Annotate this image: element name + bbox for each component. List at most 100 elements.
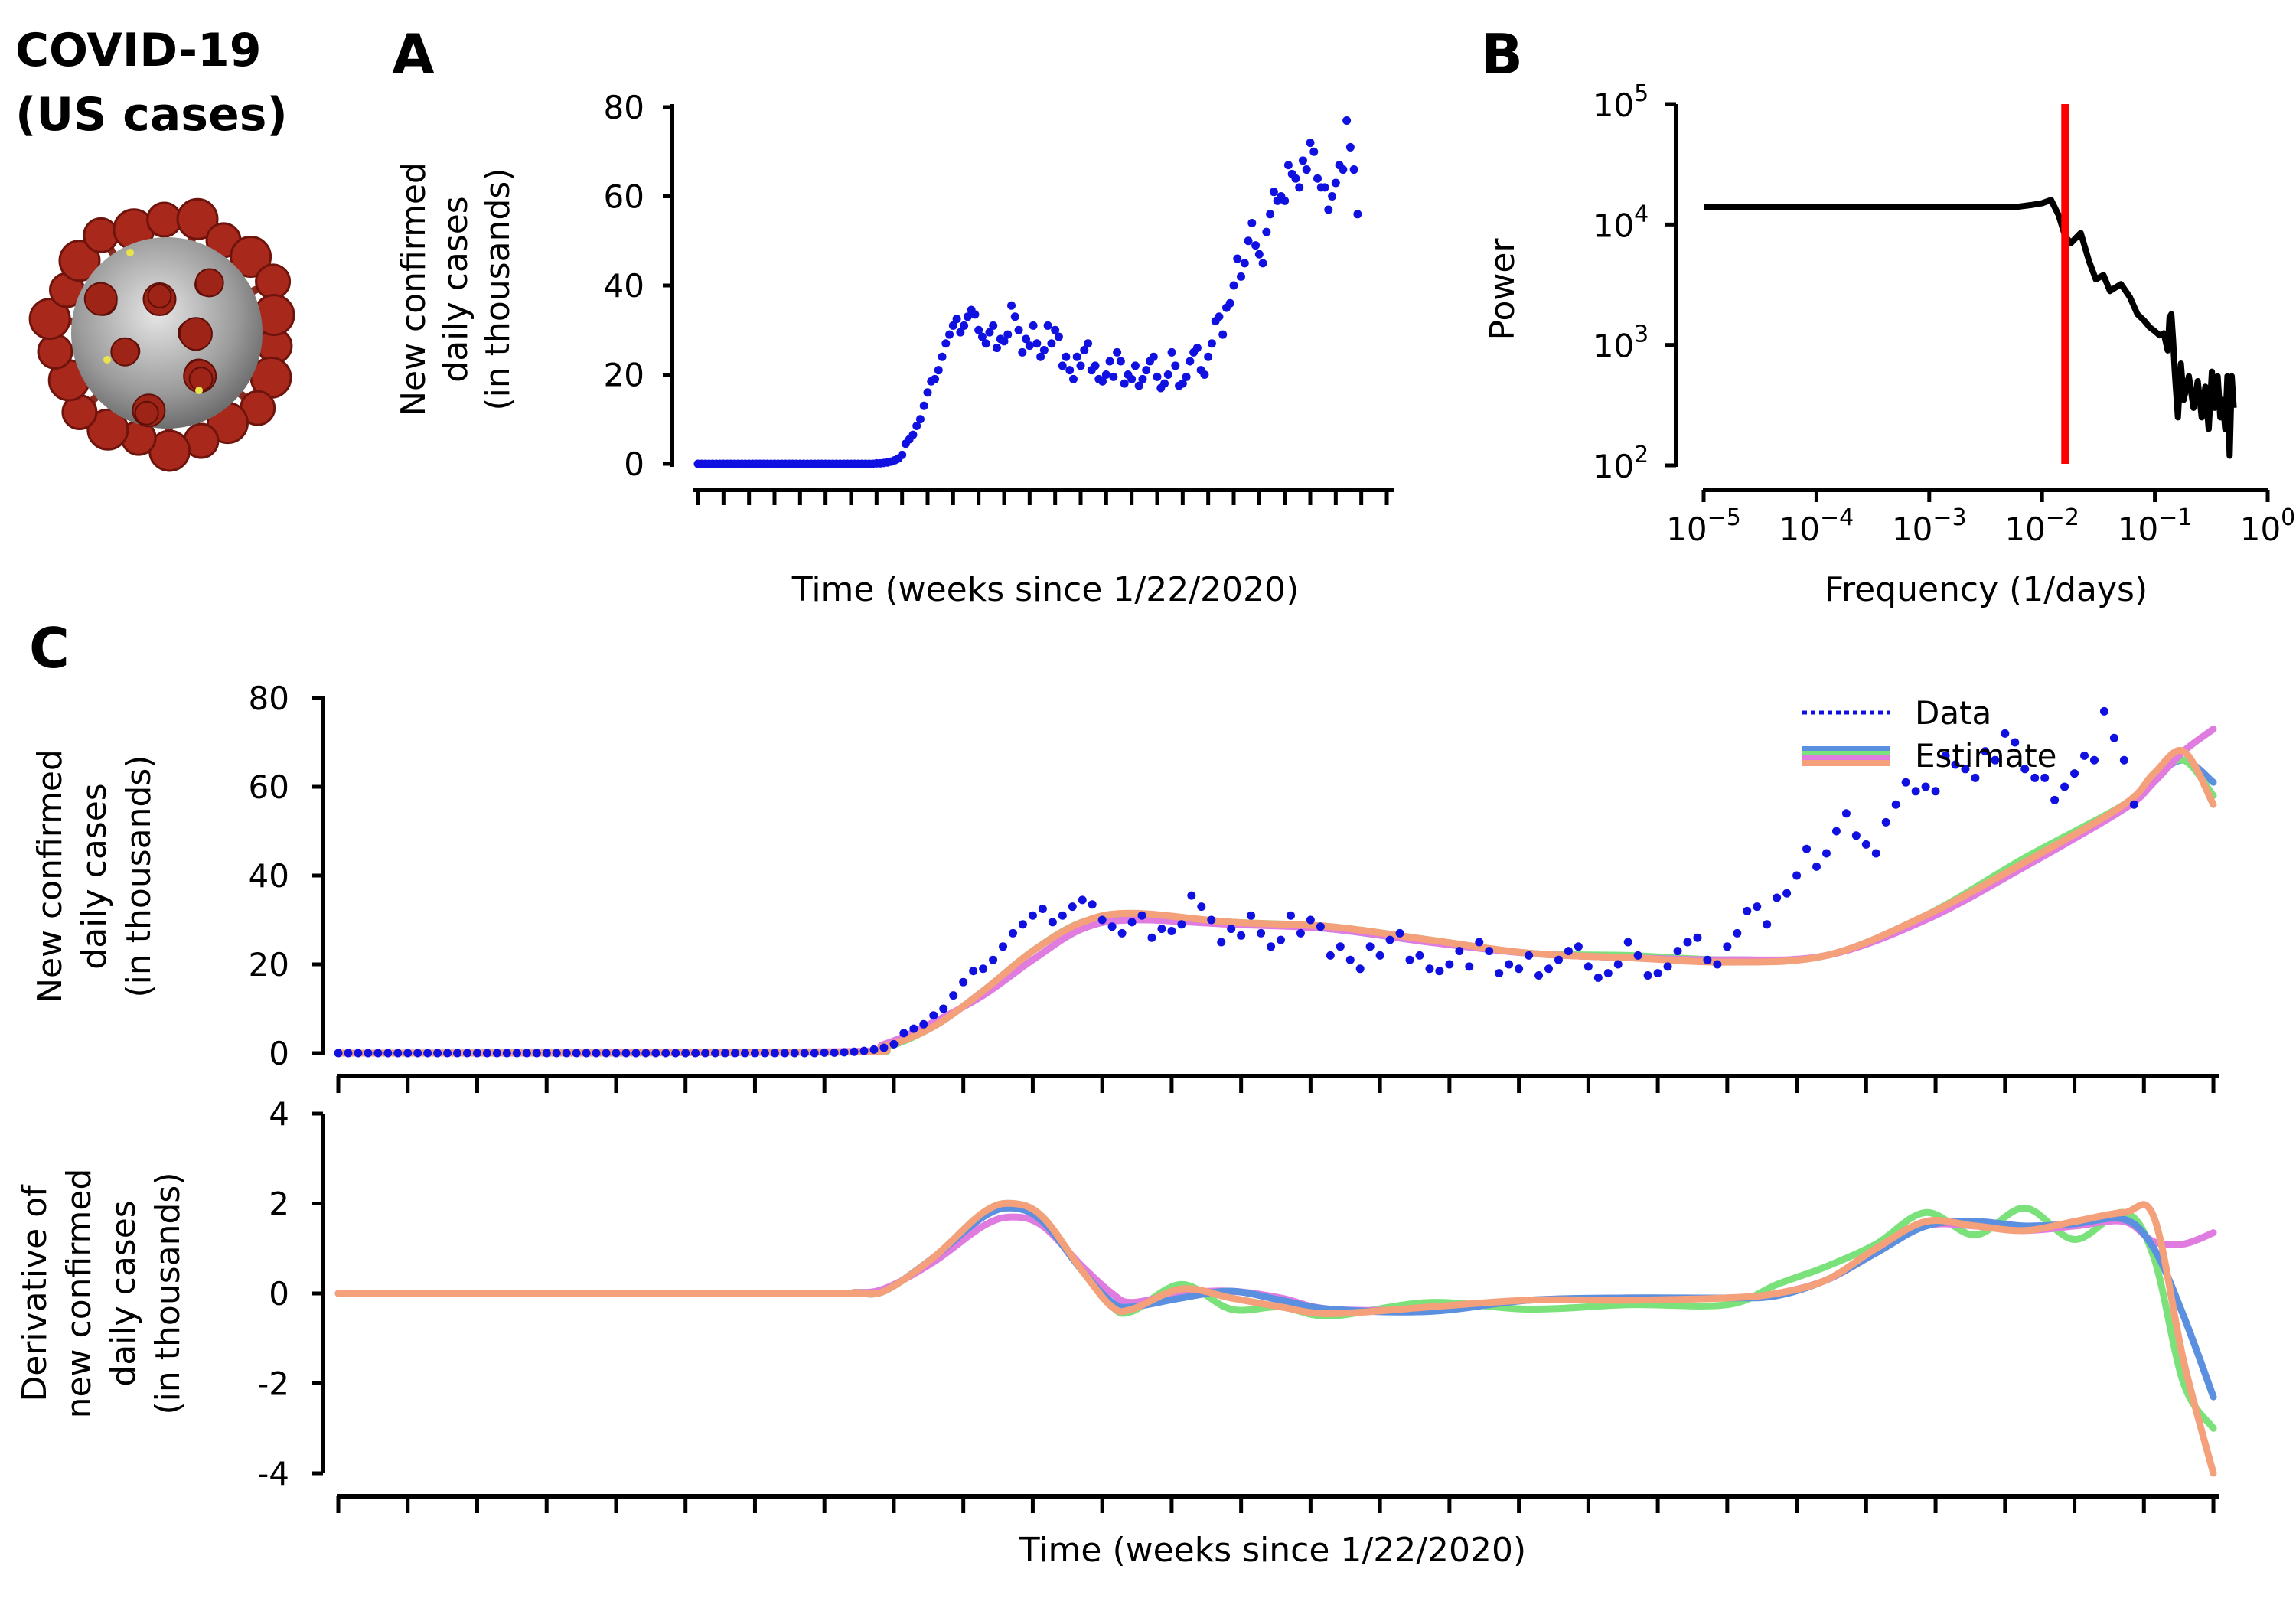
panel-c-top-data-point [572,1049,581,1058]
panel-c-top-data-point [929,1011,938,1020]
panel-a-data-point [1171,361,1180,370]
panel-c-bottom-y-tick-label: 2 [269,1186,289,1223]
panel-a-data-point [1240,259,1249,268]
panel-c-top-data-point [2040,773,2050,782]
panel-c-top-data-point [661,1049,670,1058]
panel-c-top-data-point [1703,955,1712,964]
panel-c-top-data-point [532,1049,541,1058]
panel-a-data-point [1113,347,1122,357]
panel-c-top-data-point [1345,955,1355,964]
panel-c-top-data-point [1505,960,1514,969]
panel-label-a: A [392,22,435,86]
panel-a-data-point [1229,281,1238,290]
panel-c-top-data-point [1851,831,1861,840]
panel-a-data-point [1283,161,1293,170]
panel-c-top-data-point [621,1049,631,1058]
panel-a-y-tick-label: 0 [624,445,644,483]
panel-c-top-data-point [1861,840,1870,849]
panel-c-top-data-point [869,1045,879,1054]
panel-c-top-data-point [1177,920,1186,929]
panel-a-data-point [1167,347,1176,357]
panel-c-bottom-derivative-line [334,1199,2217,1432]
panel-a-data-point [1142,366,1151,375]
panel-c-top-data-point [2020,765,2030,774]
panel-a-data-point [948,321,957,330]
panel-a-data-point [1039,345,1049,354]
panel-c-top-data-point [1326,951,1335,960]
panel-a-data-point [1022,334,1031,344]
panel-c-top-data-point [899,1029,908,1038]
panel-c-top-data-point [1515,964,1524,974]
panel-c-bottom-derivative-line [334,1204,2217,1401]
panel-b-y-tick-label: 104 [1593,201,1649,244]
panel-c-top-data-point [482,1049,491,1058]
panel-c-top-data-point [552,1049,561,1058]
panel-c-top-data-point [1157,925,1166,934]
panel-b-x-tick-label: 10−3 [1892,504,1967,548]
panel-c-top-data-point [681,1049,690,1058]
panel-c-top-data-point [1593,973,1603,982]
panel-c-top-data-point [1425,964,1434,974]
panel-c-top-data-point [1821,849,1831,858]
panel-c-top-data-point [2089,755,2099,765]
panel-c-top-data-point [1267,942,1276,951]
panel-a-data-point [1043,321,1052,330]
panel-c-top-data-point [1981,747,1990,756]
panel-a-data-point [934,366,943,375]
panel-c-top-data-point [969,967,978,976]
panel-c-top-data-point [1008,928,1017,938]
panel-b-x-tick-label: 10−4 [1779,504,1854,548]
panel-c-top-data-point [2011,738,2020,747]
panel-c-top-data-point [373,1049,383,1058]
panel-c-top-data-point [1405,955,1414,964]
panel-a-data-point [1076,361,1085,370]
panel-c-top-estimate-line [334,756,2217,1057]
panel-a-data-point [1353,210,1362,219]
panel-c-top-data-point [1583,962,1593,971]
panel-c-top-y-axis-label-line1: New confirmed [31,749,70,1003]
panel-c-top-data-point [2109,733,2118,742]
panel-c-top-data-point [850,1047,859,1056]
panel-c-bottom-y-axis-label-line4: (in thousands) [148,1172,188,1414]
panel-a-data-point [1072,352,1081,361]
panel-c-top-data-point [1663,962,1672,971]
panel-c-top-data-point [1554,955,1563,964]
panel-c-top-data-point [760,1049,769,1058]
panel-c-top-data-point [1227,925,1236,934]
panel-c-top-estimate-line [334,726,2217,1057]
panel-a-data-point [1233,254,1242,263]
panel-a-data-point [1068,374,1078,383]
panel-c-top-data-point [1316,922,1325,931]
panel-a-scatter-chart: 0 20 40 60 80 Time (weeks since 1/22/2020) N… [394,89,1394,609]
panel-c-top-data-point [1603,969,1613,978]
panel-c-top-data-point [2030,773,2040,782]
panel-a-data-point [1186,357,1195,366]
panel-label-c: C [29,616,70,680]
panel-b-y-tick-label: 103 [1593,321,1649,365]
panel-c-top-data-point [1544,964,1554,974]
figure-title-line1: COVID-19 [15,24,262,77]
panel-a-data-point [1153,372,1162,381]
panel-c-top-data-point [1773,893,1782,902]
panel-c-top-data-point [502,1049,511,1058]
panel-a-y-tick-label: 80 [604,89,644,126]
panel-c-top-data-point [1673,947,1682,956]
panel-a-y-tick-label: 40 [604,267,644,305]
panel-c-top-data-point [810,1049,819,1058]
panel-c-top-data-point [364,1049,373,1058]
panel-a-data-point [1302,165,1311,174]
panel-c-top-data-point [582,1049,591,1058]
panel-a-data-point [1225,298,1234,308]
panel-c-top-data-point [1733,928,1742,938]
panel-c-top-data-point [492,1049,501,1058]
panel-c-top-data-point [354,1049,363,1058]
panel-a-data-point [1101,370,1110,379]
panel-c-top-data-point [1415,951,1424,960]
panel-c-top-data-point [2129,800,2138,809]
panel-a-data-point [919,401,928,410]
panel-c-bottom-y-tick-label: 4 [269,1095,289,1133]
panel-a-data-point [974,325,983,334]
panel-c-top-data-point [641,1049,651,1058]
panel-a-data-point [1295,183,1304,192]
panel-c-top-data-point [472,1049,481,1058]
